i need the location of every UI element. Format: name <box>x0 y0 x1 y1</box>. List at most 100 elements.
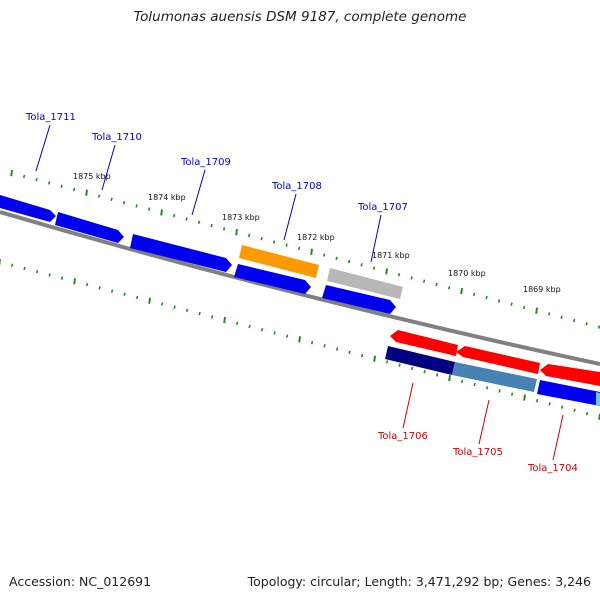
gene-label-tola-1706[interactable]: Tola_1706 <box>377 431 428 442</box>
tick-mark <box>548 402 551 406</box>
tick-mark <box>310 248 313 255</box>
gene-arrow-upper-3[interactable] <box>540 364 600 386</box>
tick-mark <box>35 177 38 182</box>
tick-mark <box>122 200 126 205</box>
tick-mark <box>322 253 326 257</box>
tick-mark <box>435 282 438 287</box>
tick-mark <box>335 347 339 351</box>
tick-mark <box>485 295 488 300</box>
tick-mark <box>547 312 551 316</box>
tick-mark <box>385 268 388 275</box>
tick-mark <box>135 204 138 208</box>
tick-mark <box>98 286 101 290</box>
tick-mark <box>398 363 401 367</box>
tick-mark <box>460 287 463 295</box>
kbp-label: 1873 kbp <box>222 213 260 222</box>
tick-mark <box>372 266 376 270</box>
gene-arrow-tola-1707-sub[interactable] <box>322 285 396 314</box>
tick-mark <box>147 207 151 211</box>
tick-mark <box>135 295 139 300</box>
tick-mark <box>410 366 414 371</box>
leader-line <box>283 193 297 241</box>
leader-line <box>370 214 382 263</box>
tick-mark <box>223 316 226 324</box>
tick-mark <box>472 292 476 297</box>
tick-mark <box>510 392 514 396</box>
tick-mark <box>185 308 189 313</box>
tick-mark <box>248 324 251 329</box>
tick-mark <box>522 305 526 310</box>
gene-arrow-tola-1708[interactable] <box>239 245 319 278</box>
tick-mark <box>360 263 363 267</box>
tick-mark <box>410 276 413 280</box>
tick-mark <box>597 325 600 329</box>
tick-mark <box>260 328 264 332</box>
tick-mark <box>423 369 426 374</box>
tick-mark <box>348 350 351 355</box>
tick-mark <box>297 246 301 251</box>
tick-mark <box>173 305 176 309</box>
tick-mark <box>585 411 589 416</box>
tick-mark <box>523 394 526 401</box>
tick-mark <box>485 386 489 390</box>
gene-label-tola-1705[interactable]: Tola_1705 <box>452 447 503 458</box>
tick-mark <box>197 220 201 224</box>
genome-stats-text: Topology: circular; Length: 3,471,292 bp… <box>247 574 591 589</box>
tick-mark <box>97 194 101 198</box>
gene-arrow-tola-1708-sub[interactable] <box>234 264 311 294</box>
gene-arrow-tola-1704[interactable] <box>537 380 600 406</box>
tick-mark <box>160 302 164 306</box>
genome-backbone <box>0 210 600 366</box>
gene-arrow-tola-1710[interactable] <box>55 212 124 243</box>
tick-mark <box>447 286 451 290</box>
tick-mark <box>60 276 64 280</box>
tick-mark <box>110 289 114 293</box>
gene-arrow-tola-1705[interactable] <box>452 362 537 392</box>
map-title: Tolumonas auensis DSM 9187, complete gen… <box>133 9 467 25</box>
tick-mark <box>385 360 389 364</box>
tick-mark <box>285 334 289 338</box>
gene-arrow-tola-1706[interactable] <box>385 346 455 375</box>
kbp-label: 1872 kbp <box>297 233 335 242</box>
gene-label-tola-1711[interactable]: Tola_1711 <box>25 112 76 123</box>
tick-mark <box>160 209 163 216</box>
gene-arrow-upper-1[interactable] <box>390 330 458 356</box>
gene-arrow-tola-1709[interactable] <box>130 234 232 272</box>
tick-mark <box>210 223 213 228</box>
tick-mark <box>273 331 276 335</box>
leader-line <box>402 382 414 429</box>
kbp-label: 1870 kbp <box>448 269 486 278</box>
tick-mark <box>560 315 563 319</box>
tick-mark <box>585 322 588 326</box>
gene-arrow-tola-1707[interactable] <box>327 268 403 299</box>
leader-line <box>478 399 490 445</box>
tick-mark <box>510 302 513 306</box>
kbp-label: 1874 kbp <box>148 193 186 202</box>
gene-label-tola-1708[interactable]: Tola_1708 <box>271 181 322 192</box>
tick-mark <box>422 279 426 283</box>
tick-mark <box>10 263 14 267</box>
tick-mark <box>460 379 464 384</box>
leader-line <box>191 169 206 216</box>
tick-mark <box>448 374 451 382</box>
kbp-label: 1875 kbp <box>73 172 111 181</box>
tick-mark <box>148 297 151 304</box>
tick-mark <box>185 217 188 221</box>
tick-mark <box>435 373 439 377</box>
gene-label-tola-1710[interactable]: Tola_1710 <box>91 132 142 143</box>
gene-label-tola-1707[interactable]: Tola_1707 <box>357 202 408 213</box>
tick-mark <box>22 174 26 179</box>
gene-arrow-tola-1711[interactable] <box>0 195 56 222</box>
tick-mark <box>48 273 51 277</box>
tick-mark <box>573 408 576 413</box>
gene-label-tola-1709[interactable]: Tola_1709 <box>180 157 231 168</box>
gene-label-tola-1704[interactable]: Tola_1704 <box>527 463 578 474</box>
tick-mark <box>198 311 201 316</box>
tick-mark <box>123 292 126 296</box>
tick-mark <box>560 405 564 409</box>
gene-arrow-upper-2[interactable] <box>456 346 540 374</box>
tick-mark <box>310 340 314 345</box>
leader-line <box>35 124 51 172</box>
tick-mark <box>72 187 76 192</box>
